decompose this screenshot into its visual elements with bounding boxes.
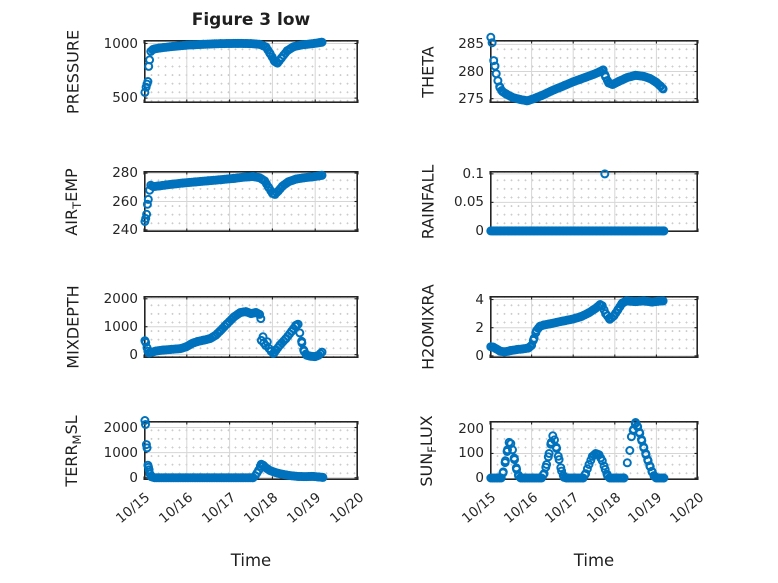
x-tick-label: 10/15	[113, 489, 154, 527]
y-axis-label-sunflux: SUNFLUX	[417, 415, 439, 486]
axes-box	[490, 171, 698, 233]
x-tick-label: 10/18	[241, 489, 282, 527]
plot-svg-theta	[486, 32, 699, 106]
data-markers	[140, 170, 327, 226]
x-tick-label: 10/17	[198, 489, 239, 527]
x-tick-label: 10/19	[625, 489, 666, 527]
x-axis-label-right: Time	[573, 551, 615, 570]
ylabel-subscript: M	[70, 434, 84, 444]
x-tick-label: 10/18	[583, 489, 624, 527]
plot-svg-sunflux	[486, 418, 699, 483]
y-axis-label-terrmsl: TERRMSL	[62, 415, 84, 486]
y-tick-label: 0	[475, 470, 484, 487]
ylabel-text: TERR	[62, 443, 81, 487]
y-tick-label: 0.1	[462, 165, 484, 182]
major-gridlines	[490, 421, 698, 480]
x-tick-label: 10/16	[155, 489, 196, 527]
subplot-pressure: 500 1000 PRESSURE	[64, 29, 359, 114]
y-tick-label: 260	[112, 193, 138, 210]
axes-box	[144, 421, 358, 481]
y-tick-label: 285	[458, 36, 484, 53]
data-markers	[140, 307, 327, 362]
ylabel-text: THETA	[418, 45, 438, 98]
subplot-mixdepth: 0 1000 2000 MIXDEPTH	[64, 285, 359, 369]
axes-box	[490, 421, 698, 481]
y-axis-label-mixdepth: MIXDEPTH	[64, 285, 83, 368]
y-axis-label-theta: THETA	[419, 46, 438, 97]
plot-svg-h2omixra	[486, 296, 699, 359]
x-axis-label-left: Time	[230, 551, 272, 570]
y-tick-label: 1000	[103, 35, 138, 52]
subplot-terrmsl: 0 1000 2000 10/15 10/16 10/17 10/18 10/19 10/20 T…	[62, 415, 367, 527]
ylabel-text: PRESSURE	[63, 29, 83, 114]
major-gridlines	[144, 421, 358, 480]
ylabel-text: EMP	[62, 167, 81, 202]
y-axis-label-pressure: PRESSURE	[64, 29, 83, 113]
y-tick-label: 280	[458, 63, 484, 80]
plot-svg-pressure	[140, 37, 359, 104]
data-markers	[140, 37, 327, 97]
ylabel-text: LUX	[417, 414, 436, 446]
y-tick-label: 240	[112, 221, 138, 238]
y-tick-label: 280	[112, 165, 138, 182]
x-tick-label: 10/20	[327, 489, 368, 527]
subplot-rainfall: 0 0.05 0.1 RAINFALL	[419, 164, 699, 239]
ylabel-text: SUN	[417, 452, 436, 487]
tick-marks	[143, 421, 359, 480]
data-markers	[486, 418, 669, 483]
figure-title: Figure 3 low	[191, 10, 311, 30]
subplot-sunflux: 0 100 200 10/15 10/16 10/17 10/18 10/19 10/20 SUN…	[417, 415, 707, 527]
y-tick-label: 0	[475, 222, 484, 239]
data-markers	[140, 416, 328, 483]
ylabel-text: RAINFALL	[418, 164, 438, 239]
data-markers	[486, 296, 668, 357]
y-tick-label: 0	[475, 347, 484, 364]
ylabel-subscript: F	[425, 445, 439, 453]
plot-svg-airtemp	[140, 170, 359, 233]
ylabel-text: H2OMIXRA	[418, 284, 438, 370]
subplot-h2omixra: 0 2 4 H2OMIXRA	[419, 284, 699, 370]
y-tick-label: 275	[458, 90, 484, 107]
x-tick-label: 10/17	[542, 489, 583, 527]
y-axis-label-rainfall: RAINFALL	[419, 164, 438, 239]
axes-box	[490, 296, 698, 359]
data-markers	[486, 169, 669, 236]
plot-area	[144, 40, 358, 103]
subplot-theta: 275 280 285 THETA	[419, 32, 699, 107]
y-tick-label: 0	[129, 346, 138, 363]
y-tick-label: 2000	[103, 290, 138, 307]
plot-svg-mixdepth	[140, 296, 359, 362]
y-tick-label: 1000	[103, 444, 138, 461]
plot-area	[144, 421, 358, 480]
x-tick-label: 10/15	[459, 489, 500, 527]
y-tick-label: 1000	[103, 318, 138, 335]
y-tick-label: 4	[475, 291, 484, 308]
ylabel-subscript: T	[70, 201, 84, 209]
plot-svg-terrmsl	[140, 416, 359, 483]
plot-svg-rainfall	[486, 169, 699, 236]
y-tick-label: 0.05	[453, 194, 484, 211]
y-tick-label: 2	[475, 319, 484, 336]
y-tick-label: 2000	[103, 419, 138, 436]
ylabel-text: MIXDEPTH	[63, 285, 83, 369]
tick-marks	[489, 171, 699, 232]
major-gridlines	[490, 171, 698, 232]
plot-area	[490, 171, 698, 232]
x-tick-label: 10/20	[667, 489, 708, 527]
x-tick-label: 10/16	[500, 489, 541, 527]
y-axis-label-h2omixra: H2OMIXRA	[419, 284, 438, 370]
y-axis-label-airtemp: AIRTEMP	[62, 168, 84, 235]
subplot-airtemp: 240 260 280 AIRTEMP	[62, 165, 359, 238]
ylabel-text: SL	[62, 414, 81, 435]
y-tick-label: 200	[458, 420, 484, 437]
y-tick-label: 100	[458, 445, 484, 462]
data-markers	[486, 32, 668, 106]
y-tick-label: 0	[129, 469, 138, 486]
x-tick-label: 10/19	[284, 489, 325, 527]
y-tick-label: 500	[112, 90, 138, 107]
ylabel-text: AIR	[62, 208, 81, 236]
